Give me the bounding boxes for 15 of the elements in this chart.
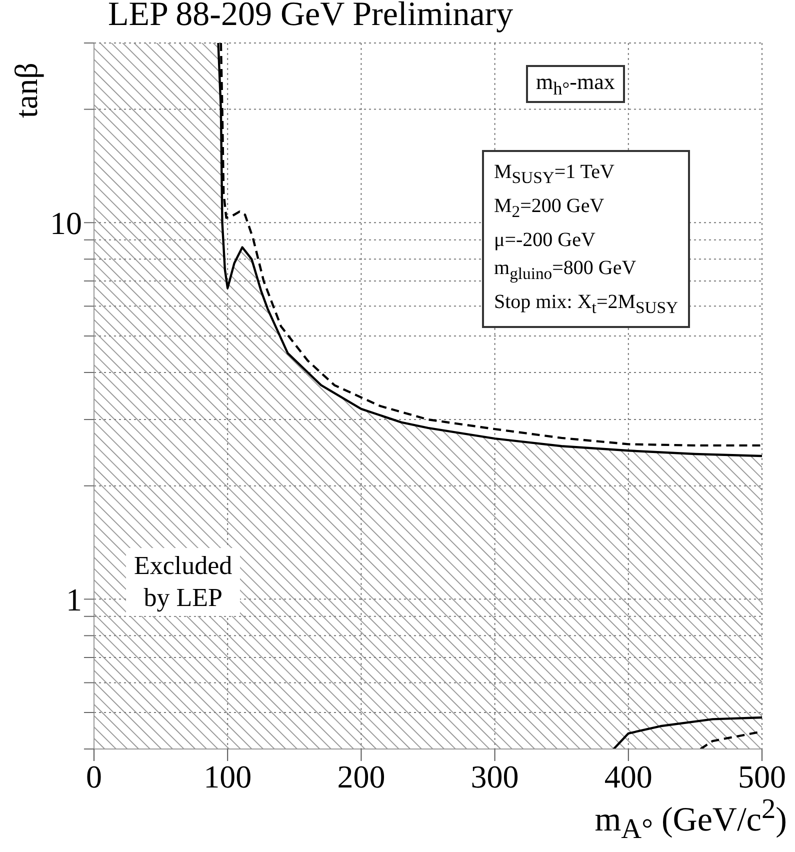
x-axis-title: m$_{A°}$ (GeV/c$^{2}$): [594, 794, 787, 846]
text: M$_{SUSY}$=1 TeV M$_{2}$=200 GeV μ=-200 GeV m$_{gluino}$=800 GeV Stop mix: X$_{t}$=2M$_{SUSY}$: [494, 161, 678, 317]
y-axis-title: tanβ: [8, 62, 45, 118]
line-series: [612, 716, 762, 749]
x-tick-label: 500: [738, 758, 786, 795]
x-tick-label: 400: [604, 758, 652, 795]
chart-title: LEP 88-209 GeV Preliminary: [108, 0, 514, 34]
x-tick-label: 100: [204, 758, 252, 795]
x-tick-label: 0: [86, 758, 102, 795]
annotation: m$_{h°}$-max: [526, 65, 625, 104]
y-tick-label: 1: [66, 582, 82, 618]
annotation: Excluded by LEP: [126, 548, 240, 616]
x-tick-label: 200: [337, 758, 386, 795]
y-tick-label: 10: [50, 205, 82, 242]
x-tick-label: 300: [470, 758, 519, 795]
